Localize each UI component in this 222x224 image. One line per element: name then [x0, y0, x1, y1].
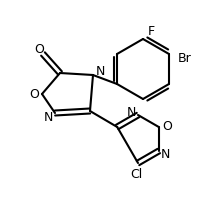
Text: N: N	[126, 106, 136, 118]
Text: Br: Br	[178, 52, 192, 65]
Text: N: N	[43, 110, 53, 123]
Text: F: F	[147, 24, 155, 37]
Text: N: N	[161, 147, 170, 161]
Text: O: O	[34, 43, 44, 56]
Text: Cl: Cl	[130, 168, 142, 181]
Text: O: O	[29, 88, 39, 101]
Text: N: N	[95, 65, 105, 78]
Text: O: O	[162, 119, 172, 133]
